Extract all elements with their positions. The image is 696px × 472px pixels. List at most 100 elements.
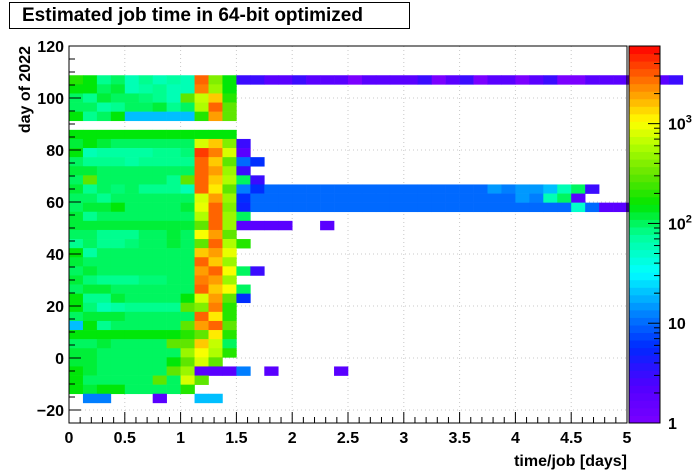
colorbar-segment [629, 53, 660, 62]
heatmap-cell [138, 211, 153, 222]
x-tick-label: 2 [288, 430, 297, 447]
heatmap-cell [110, 193, 126, 203]
heatmap-cell [375, 193, 391, 203]
x-tick-label: 1 [176, 430, 185, 447]
heatmap-cell [96, 384, 112, 395]
heatmap-cell [180, 330, 195, 340]
heatmap-cell [124, 248, 140, 258]
y-tick-label: 100 [37, 91, 64, 108]
colorbar-segment [629, 144, 660, 153]
heatmap-cell [152, 366, 167, 376]
heatmap-cell [69, 84, 84, 94]
heatmap-cell [194, 375, 209, 385]
heatmap-cell [208, 93, 223, 103]
colorbar-segment [629, 98, 660, 107]
heatmap-cell [334, 75, 349, 85]
heatmap-cell [69, 293, 84, 304]
heatmap-cell [445, 193, 460, 203]
heatmap-cell [124, 320, 140, 331]
heatmap-cell [96, 311, 112, 322]
heatmap-cell [69, 202, 84, 213]
heatmap-cell [194, 339, 209, 349]
heatmap-cell [194, 193, 209, 203]
heatmap-cell [194, 102, 209, 112]
heatmap-cell [292, 184, 307, 194]
x-tick-label: 0 [65, 430, 74, 447]
heatmap-cell [110, 375, 126, 385]
heatmap-cell [69, 193, 84, 203]
heatmap-cell [208, 357, 223, 367]
heatmap-cell [306, 193, 321, 203]
heatmap-cell [431, 202, 446, 213]
heatmap-cell [250, 202, 265, 213]
heatmap-cell [208, 284, 223, 294]
heatmap-cell [69, 266, 84, 276]
heatmap-cell [250, 184, 265, 194]
heatmap-cell [166, 211, 181, 222]
heatmap-cell [110, 366, 126, 376]
heatmap-cell [96, 175, 112, 185]
heatmap-cell [194, 257, 209, 267]
heatmap-cell [124, 220, 140, 231]
heatmap-cell [222, 129, 237, 140]
heatmap-cell [222, 366, 237, 376]
heatmap-cell [82, 184, 98, 194]
heatmap-cell [166, 157, 181, 167]
heatmap-cell [236, 366, 251, 376]
heatmap-cell [110, 75, 126, 85]
heatmap-cell [124, 239, 140, 249]
heatmap-cell [375, 184, 391, 194]
heatmap-cell [613, 202, 628, 213]
heatmap-cell [124, 175, 140, 185]
heatmap-cell [166, 239, 181, 249]
heatmap-cell [96, 320, 112, 331]
heatmap-cell [250, 220, 265, 231]
x-axis-ticks: 0 0.5 1 1.5 2 2.5 3 3.5 4 4.5 5 [65, 412, 632, 447]
colorbar-segment [629, 309, 660, 318]
heatmap-cell [222, 266, 237, 276]
heatmap-cell [557, 202, 572, 213]
colorbar [628, 45, 661, 424]
heatmap-cell [194, 220, 209, 231]
heatmap-cell [152, 84, 167, 94]
heatmap-cell [82, 266, 98, 276]
heatmap-cell [166, 129, 181, 140]
heatmap-cell [501, 193, 516, 203]
colorbar-segment [629, 166, 660, 175]
heatmap-cell [180, 129, 195, 140]
heatmap-cell [110, 293, 126, 304]
heatmap-cell [166, 102, 181, 112]
heatmap-cell [180, 111, 195, 122]
heatmap-cell [222, 193, 237, 203]
heatmap-cell [222, 248, 237, 258]
heatmap-cell [124, 311, 140, 322]
heatmap-cell [152, 357, 167, 367]
heatmap-cell [208, 211, 223, 222]
heatmap-cell [222, 330, 237, 340]
heatmap-cell [82, 211, 98, 222]
colorbar-segment [629, 377, 660, 386]
heatmap-cell [236, 148, 251, 158]
heatmap-cell [152, 339, 167, 349]
colorbar-segment [629, 249, 660, 258]
x-tick-label: 3.5 [448, 430, 470, 447]
heatmap-cell [236, 266, 251, 276]
heatmap-cell [124, 166, 140, 176]
heatmap-cell [208, 148, 223, 158]
heatmap-cell [166, 148, 181, 158]
heatmap-cell [403, 202, 419, 213]
heatmap-cell [166, 75, 181, 85]
heatmap-cell [69, 102, 84, 112]
heatmap-cell [473, 75, 488, 85]
heatmap-cell [69, 211, 84, 222]
heatmap-cell [180, 138, 195, 149]
heatmap-cell [152, 348, 167, 358]
heatmap-cell [571, 184, 586, 194]
heatmap-cell [180, 157, 195, 167]
heatmap-cell [208, 138, 223, 149]
heatmap-cell [166, 339, 181, 349]
heatmap-cell [180, 348, 195, 358]
heatmap-cell [152, 75, 167, 85]
heatmap-cell [208, 229, 223, 240]
heatmap-cell [152, 257, 167, 267]
